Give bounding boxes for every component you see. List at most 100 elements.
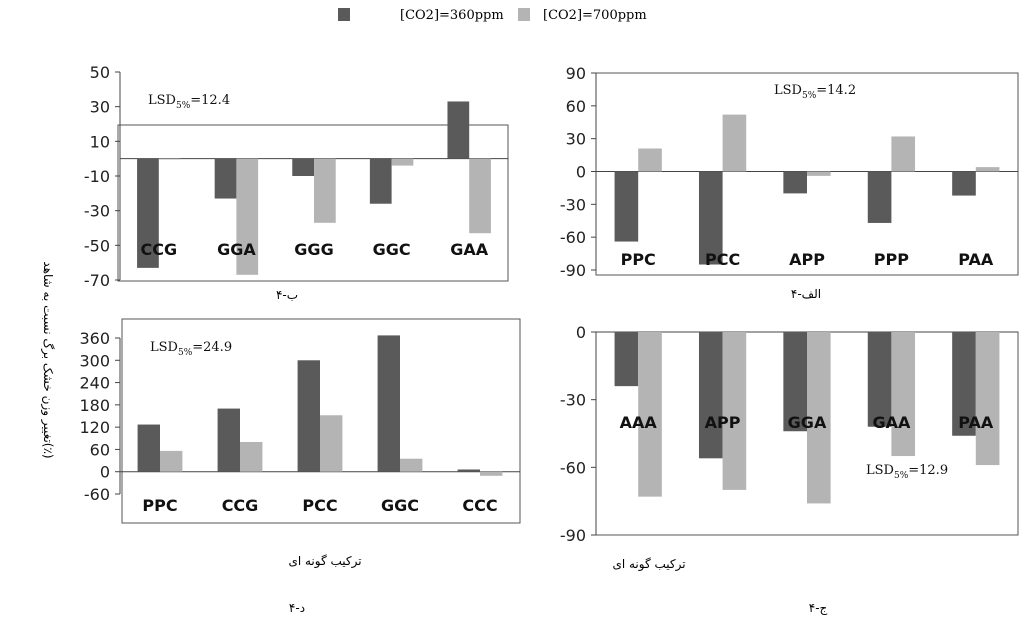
panel-jim-chart: 0 -30 -60 -90 AAA APP GGA GAA PAA LSD5%=12.9 — [560, 323, 1019, 545]
y-tick-label: 0 — [100, 463, 110, 482]
bar-pcc-series2 — [722, 114, 747, 172]
y-tick-label: -60 — [560, 228, 586, 247]
y-tick-label: 0 — [576, 163, 586, 182]
category-label: PAA — [958, 250, 994, 269]
y-tick-label: -60 — [84, 485, 110, 504]
bar-ppc-series1 — [614, 171, 639, 242]
bar-ggc-series2 — [400, 458, 423, 472]
category-label: GGA — [217, 240, 256, 259]
y-tick-label: 180 — [79, 396, 110, 415]
bar-pcc-series1 — [297, 360, 320, 472]
y-tick-label: 30 — [90, 98, 110, 117]
y-tick-label: 300 — [79, 351, 110, 370]
panel-jim-xlabel: ترکیب گونه ای — [612, 557, 685, 572]
lsd-annotation: LSD5%=12.4 — [148, 93, 230, 111]
y-tick-label: 50 — [90, 63, 110, 82]
legend-swatch-700 — [518, 8, 530, 21]
y-tick-label: 60 — [566, 97, 586, 116]
bar-pcc-series2 — [320, 415, 343, 472]
bar-ggc-series2 — [391, 158, 414, 166]
category-label: APP — [789, 250, 825, 269]
panel-alef-chart: 90 60 30 0 -30 -60 -90 PPC PCC APP PPP PAA LSD5%=14.… — [560, 64, 1019, 280]
category-label: GGC — [373, 240, 411, 259]
bar-ppp-series2 — [891, 136, 916, 172]
y-tick-label: -10 — [84, 167, 110, 186]
bar-paa-series2 — [975, 332, 1000, 466]
lsd-annotation: LSD5%=14.2 — [774, 83, 856, 101]
bar-ccg-series2 — [240, 442, 263, 472]
bar-app-series2 — [807, 171, 831, 176]
bar-aaa-series2 — [638, 332, 662, 497]
bar-ggc-series1 — [369, 158, 392, 204]
y-tick-label: 360 — [79, 329, 110, 348]
lsd-annotation: LSD5%=12.9 — [866, 463, 948, 481]
category-label: AAA — [620, 413, 658, 432]
bar-ccg-series2 — [158, 158, 181, 160]
category-label: PCC — [705, 250, 740, 269]
bar-paa-series2 — [975, 167, 1000, 172]
bar-aaa-series1 — [614, 332, 639, 387]
bar-ggg-series1 — [292, 158, 314, 176]
bar-ccc-series2 — [480, 471, 503, 476]
bar-gaa-series1 — [867, 332, 892, 427]
y-tick-label: 0 — [576, 323, 586, 342]
category-label: CCG — [222, 496, 259, 515]
category-label: GAA — [450, 240, 489, 259]
y-tick-label: -70 — [84, 271, 110, 290]
category-label: PPC — [621, 250, 656, 269]
y-tick-label: -50 — [84, 236, 110, 255]
y-tick-label: -30 — [84, 202, 110, 221]
bar-ggc-series1 — [377, 335, 400, 472]
bar-ccg-series1 — [217, 408, 240, 472]
bar-paa-series1 — [952, 171, 976, 196]
plot-frame — [121, 318, 521, 524]
bar-ccc-series1 — [457, 469, 480, 472]
y-tick-label: 30 — [566, 130, 586, 149]
bar-gaa-series2 — [469, 158, 491, 234]
y-tick-label: 120 — [79, 418, 110, 437]
panel-b-chart: 50 30 10 -10 -30 -50 -70 CCG GGA GGG GGC GAA LSD5%=1… — [84, 63, 509, 290]
lsd-annotation: LSD5%=24.9 — [150, 340, 232, 358]
panel-dal-chart: 360 300 240 180 120 60 0 -60 PPC CCG PCC GGC CCC LSD5… — [79, 318, 521, 524]
bar-ggg-series2 — [314, 158, 336, 223]
y-tick-label: -30 — [560, 391, 586, 410]
bar-gaa-series1 — [447, 101, 470, 159]
panel-alef-caption: الف-۴ — [791, 287, 821, 301]
y-tick-label: -30 — [560, 195, 586, 214]
legend-swatch-360 — [338, 8, 350, 21]
category-label: CCC — [462, 496, 497, 515]
category-label: PPP — [874, 250, 909, 269]
y-tick-label: -90 — [560, 526, 586, 545]
category-label: PAA — [958, 413, 994, 432]
legend-label-360: [CO2]=360ppm — [400, 8, 504, 23]
category-label: APP — [705, 413, 741, 432]
bar-ppc-series2 — [638, 148, 662, 172]
panel-b-caption: ب-۴ — [276, 288, 298, 302]
y-tick-label: -90 — [560, 261, 586, 280]
y-axis-label: تغییر وزن خشک برگ نسبت به شاهد(٪) — [40, 261, 55, 458]
category-label: GGG — [294, 240, 333, 259]
bar-gga-series1 — [214, 158, 237, 199]
bar-gga-series1 — [783, 332, 807, 432]
bar-ppc-series1 — [137, 424, 160, 472]
bar-ppp-series1 — [867, 171, 892, 223]
y-tick-label: 90 — [566, 64, 586, 83]
panel-dal-xlabel: ترکیب گونه ای — [288, 554, 361, 569]
bar-paa-series1 — [952, 332, 976, 436]
bar-app-series1 — [698, 332, 723, 459]
y-tick-label: 10 — [90, 132, 110, 151]
bar-gga-series2 — [807, 332, 831, 504]
category-label: GAA — [872, 413, 911, 432]
panel-jim-caption: ج-۴ — [809, 601, 828, 615]
bar-gaa-series2 — [891, 332, 916, 457]
y-tick-label: -60 — [560, 458, 586, 477]
category-label: CCG — [140, 240, 177, 259]
bar-pcc-series1 — [698, 171, 723, 265]
bar-app-series1 — [783, 171, 807, 194]
bar-ppc-series2 — [160, 450, 183, 472]
category-label: GGC — [381, 496, 419, 515]
plot-frame — [117, 124, 509, 282]
bar-gga-series2 — [236, 158, 259, 275]
category-label: PPC — [142, 496, 177, 515]
